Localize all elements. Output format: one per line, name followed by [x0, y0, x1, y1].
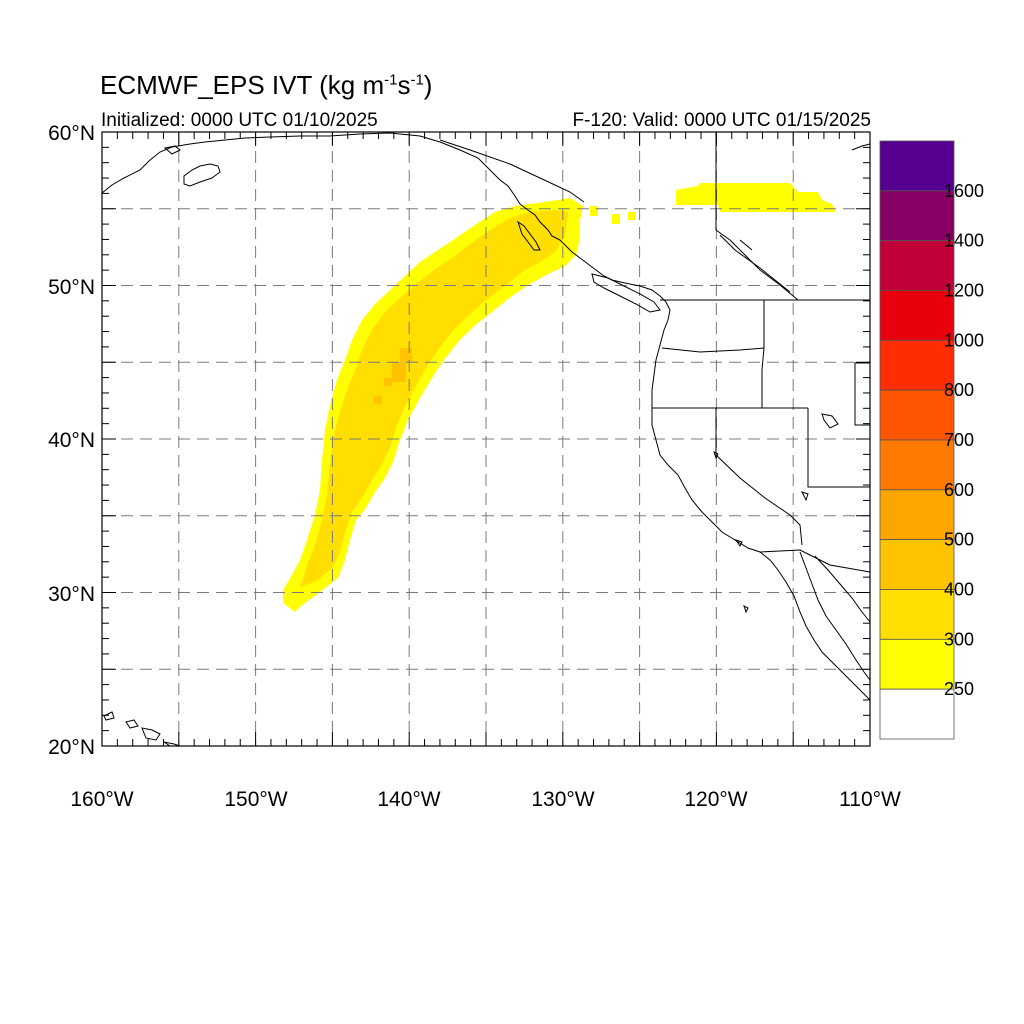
lat-labels: 60°N 50°N 40°N 30°N 20°N: [48, 122, 95, 759]
colorbar-box: [879, 439, 955, 491]
lat-label-40: 40°N: [48, 429, 95, 452]
colorbar-label: 500: [944, 530, 974, 550]
colorbar-box: [879, 240, 955, 291]
graticule: [102, 132, 870, 746]
idaho-border: [761, 300, 765, 408]
washington-oregon-border: [661, 347, 765, 353]
lon-labels: 160°W 150°W 140°W 130°W 120°W 110°W: [70, 788, 901, 811]
alaska-coast: [102, 132, 521, 205]
colorbar-box: [879, 489, 955, 541]
colorbar-label: 800: [944, 380, 974, 400]
lon-label-120w: 120°W: [684, 788, 747, 811]
lat-label-60: 60°N: [48, 122, 95, 145]
utah-border: [854, 362, 870, 426]
colorbar-label: 600: [944, 480, 974, 500]
us-west-coast: [651, 319, 870, 701]
lon-label-150w: 150°W: [224, 788, 287, 811]
nevada-utah-border: [807, 408, 870, 488]
plume-core-2: [400, 348, 412, 362]
lat-label-50: 50°N: [48, 276, 95, 299]
colorbar: 1600 1400 1200 1000 800 700 600 500 400 300 250: [879, 140, 984, 740]
alaska-yukon-border: [439, 139, 585, 203]
plume-bit-1: [590, 206, 598, 216]
lat-label-20: 20°N: [48, 736, 95, 759]
colorbar-label: 1200: [944, 281, 984, 301]
bc-coast: [519, 203, 671, 321]
california-nevada-border: [715, 408, 803, 546]
colorbar-box: [879, 140, 955, 192]
colorbar-label: 300: [944, 629, 974, 649]
colorbar-box: [879, 190, 955, 242]
plume-outer: [283, 198, 583, 612]
alaska-islands-1: [163, 145, 181, 155]
mexico-border: [759, 549, 870, 573]
channel-islands: [734, 539, 749, 614]
colorbar-box: [879, 389, 955, 441]
valid-time-label: F-120: Valid: 0000 UTC 01/15/2025: [572, 110, 871, 131]
hawaii-island-4: [163, 741, 181, 746]
colorbar-box: [879, 539, 955, 590]
lon-label-160w: 160°W: [70, 788, 133, 811]
gulf-of-california: [799, 551, 870, 681]
bc-alberta-border: [715, 132, 799, 301]
colorbar-box: [879, 290, 955, 341]
colorbar-box: [879, 589, 955, 640]
plume-core-3: [374, 396, 382, 404]
map-title: ECMWF_EPS IVT (kg m-1s-1): [100, 70, 433, 100]
colorbar-label: 400: [944, 580, 974, 600]
lake-mead: [801, 491, 809, 502]
lat-label-30: 30°N: [48, 583, 95, 606]
kodiak-island: [183, 163, 221, 187]
colorbar-box: [879, 339, 955, 391]
hudson-coast-fragment: [851, 143, 870, 151]
plume-bit-2: [612, 214, 620, 224]
hawaii-island-2: [125, 719, 139, 729]
lon-label-110w: 110°W: [839, 788, 901, 811]
axis-ticks: [101, 131, 871, 747]
haida-gwaii: [517, 220, 541, 251]
bc-inland-lakes: [719, 234, 791, 293]
plume-bit-3: [628, 212, 636, 220]
colorbar-label: 250: [944, 679, 974, 699]
vancouver-island: [591, 273, 661, 313]
initialized-label: Initialized: 0000 UTC 01/10/2025: [101, 110, 378, 131]
lake-tahoe: [713, 451, 719, 460]
colorbar-label: 1000: [944, 330, 984, 350]
great-salt-lake: [821, 413, 839, 429]
plume-core-4: [384, 378, 392, 386]
colorbar-box: [879, 688, 955, 740]
lon-label-130w: 130°W: [531, 788, 594, 811]
plume-core-1: [392, 362, 406, 382]
hawaii-island-3: [141, 727, 161, 741]
mainland-mexico-coast: [814, 555, 870, 623]
colorbar-label: 1600: [944, 181, 984, 201]
colorbar-box: [879, 638, 955, 690]
lon-label-140w: 140°W: [377, 788, 440, 811]
coastlines: [102, 132, 870, 746]
hawaii-island-1: [103, 711, 115, 721]
colorbar-label: 700: [944, 430, 974, 450]
colorbar-label: 1400: [944, 231, 984, 251]
